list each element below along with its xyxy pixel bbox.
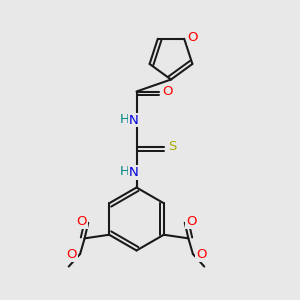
Text: H: H (120, 165, 129, 178)
Text: S: S (168, 140, 176, 154)
Text: O: O (76, 215, 87, 228)
Text: O: O (188, 31, 198, 44)
Text: O: O (186, 215, 196, 228)
Text: N: N (129, 113, 138, 127)
Text: O: O (196, 248, 206, 261)
Text: O: O (162, 85, 173, 98)
Text: H: H (120, 113, 129, 126)
Text: N: N (129, 166, 138, 179)
Text: O: O (67, 248, 77, 261)
